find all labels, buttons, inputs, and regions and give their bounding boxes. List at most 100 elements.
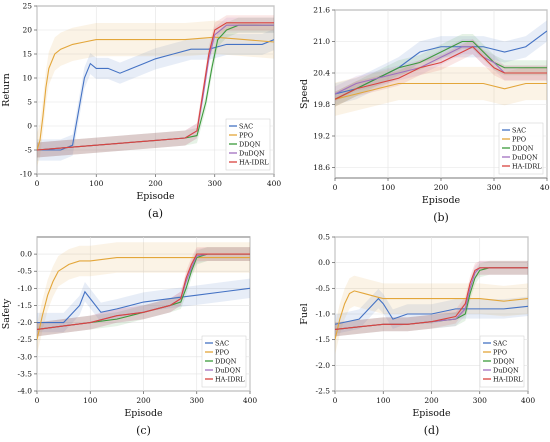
y-tick-label: 0.5 [318,233,330,242]
series-band-sac [335,20,547,105]
legend-label: SAC [493,340,507,348]
x-tick-label: 0 [35,396,40,405]
series-band-ha-idrl [37,15,274,158]
legend-label: DuDQN [512,154,538,162]
series-line-ddqn [335,40,547,100]
y-tick-label: -2.5 [18,335,33,344]
series-band-ppo [37,20,274,167]
series-band-dudqn [37,17,274,158]
y-tick-label: 21.0 [313,37,330,46]
series-band-sac [37,278,250,333]
y-tick-label: -3.0 [18,352,33,361]
series-line-ha-idrl [335,267,528,330]
series-line-sac [37,287,250,324]
y-tick-label: -0.5 [18,267,33,276]
panel-label: (c) [136,424,151,437]
series-band-dudqn [335,260,528,337]
series-band-ddqn [335,260,528,337]
legend-label: HA-IDRL [512,163,542,171]
x-axis-label: Episode [412,408,451,419]
y-tick-label: 18.6 [313,163,330,172]
y-tick-label: -10 [20,170,32,179]
y-tick-label: 20 [22,26,32,35]
legend-label: DDQN [493,358,515,366]
series-line-sac [335,297,528,325]
legend-label: SAC [239,123,253,131]
series-line-ppo [335,82,547,100]
series-line-ha-idrl [335,46,547,100]
x-tick-label: 400 [540,183,550,192]
y-tick-label: 19.2 [313,132,330,141]
legend-label: HA-IDRL [239,159,269,167]
series-line-sac [37,39,274,151]
y-tick-label: -2.0 [316,361,331,370]
panel-label: (b) [433,211,449,224]
legend-label: PPO [493,349,507,357]
chart-panel-2: 0 100 200 300 400 18.6 19.2 19.8 20.4 21.0 21.6 SAC… [299,6,550,225]
legend-label: DuDQN [493,367,519,375]
y-tick-label: -3.5 [18,369,33,378]
y-axis-label: Speed [299,79,310,109]
y-tick-label: -1.5 [18,301,33,310]
y-tick-label: -1.0 [18,284,33,293]
y-axis-label: Safety [1,298,12,329]
legend-label: DDQN [512,145,534,153]
y-tick-label: 21.6 [313,6,330,15]
x-tick-label: 0 [333,183,338,192]
y-tick-label: 0.0 [20,250,32,259]
x-axis-label: Episode [136,191,175,202]
y-tick-label: -2.0 [18,318,33,327]
x-tick-label: 400 [521,396,536,405]
series-line-ppo [37,256,250,340]
series-line-ha-idrl [37,22,274,151]
y-tick-label: 19.8 [313,100,330,109]
series-band-ddqn [37,247,250,337]
y-tick-label: 0 [27,122,32,131]
legend-label: SAC [215,340,229,348]
chart-panel-4: 0 100 200 300 400 -2.5 -2.0 -1.5 -1.0 -0.5 0.0 0.5 S… [299,233,535,438]
x-tick-label: 0 [333,396,338,405]
y-tick-label: 10 [22,74,32,83]
series-band-ppo [335,275,528,355]
x-tick-label: 400 [267,179,282,188]
x-axis-label: Episode [422,195,461,206]
legend-label: DDQN [239,141,261,149]
y-axis-label: Return [1,73,12,106]
series-line-ha-idrl [37,253,250,330]
y-tick-label: 0.0 [318,258,330,267]
x-tick-label: 200 [424,396,439,405]
series-band-ppo [37,242,250,355]
x-tick-label: 200 [148,179,163,188]
panel-label: (d) [424,424,440,437]
x-tick-label: 300 [487,183,502,192]
legend-label: HA-IDRL [493,376,523,384]
series-band-ha-idrl [335,260,528,337]
series-band-dudqn [37,247,250,337]
legend-label: DDQN [215,358,237,366]
series-band-sac [37,29,274,161]
y-axis-label: Fuel [299,303,310,324]
y-tick-label: 25 [22,2,32,11]
y-tick-label: 5 [27,98,32,107]
y-tick-label: -2.5 [316,387,331,396]
legend-label: DuDQN [239,150,265,158]
x-tick-label: 200 [434,183,449,192]
chart-panel-1: 0 100 200 300 400 -10 -5 0 5 10 15 20 25 SACPPODDQNDu… [1,2,281,221]
panel-label: (a) [148,207,163,220]
legend-label: PPO [512,136,526,144]
series-band-sac [335,288,528,334]
series-band-ddqn [335,33,547,107]
legend-label: HA-IDRL [215,376,245,384]
x-tick-label: 300 [208,179,223,188]
x-tick-label: 200 [136,396,151,405]
legend-label: SAC [512,127,526,135]
series-band-ha-idrl [37,247,250,337]
series-line-ppo [37,36,274,151]
x-tick-label: 300 [473,396,488,405]
y-tick-label: -5 [25,146,33,155]
x-tick-label: 100 [381,183,396,192]
x-tick-label: 400 [243,396,258,405]
x-tick-label: 100 [376,396,391,405]
series-band-ppo [335,66,547,116]
